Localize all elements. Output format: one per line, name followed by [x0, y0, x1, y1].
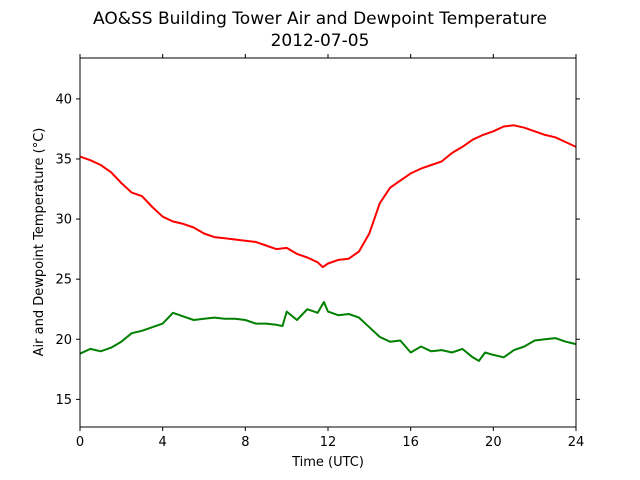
y-tick-label: 20	[55, 333, 72, 348]
y-tick-label: 25	[55, 273, 72, 288]
y-tick-label: 40	[55, 92, 72, 107]
x-tick-label: 4	[159, 435, 167, 450]
chart-title: AO&SS Building Tower Air and Dewpoint Te…	[93, 9, 547, 29]
y-tick-label: 15	[55, 393, 72, 408]
y-tick-label: 30	[55, 213, 72, 228]
y-axis-label: Air and Dewpoint Temperature (°C)	[32, 128, 47, 357]
x-tick-label: 0	[76, 435, 84, 450]
series-line-2	[79, 301, 577, 362]
x-tick-label: 8	[241, 435, 249, 450]
x-tick-label: 24	[568, 435, 585, 450]
y-tick-label: 35	[55, 152, 72, 167]
series-line-1	[79, 124, 577, 269]
x-axis-label: Time (UTC)	[291, 455, 364, 470]
plot-area: 0 4 8 12 16 20 24 15 20 25 30 35 40	[55, 54, 584, 450]
chart-subtitle: 2012-07-05	[271, 31, 370, 51]
x-tick-label: 20	[485, 435, 502, 450]
x-tick-label: 16	[402, 435, 419, 450]
x-tick-label: 12	[320, 435, 337, 450]
plot-frame	[79, 57, 577, 428]
